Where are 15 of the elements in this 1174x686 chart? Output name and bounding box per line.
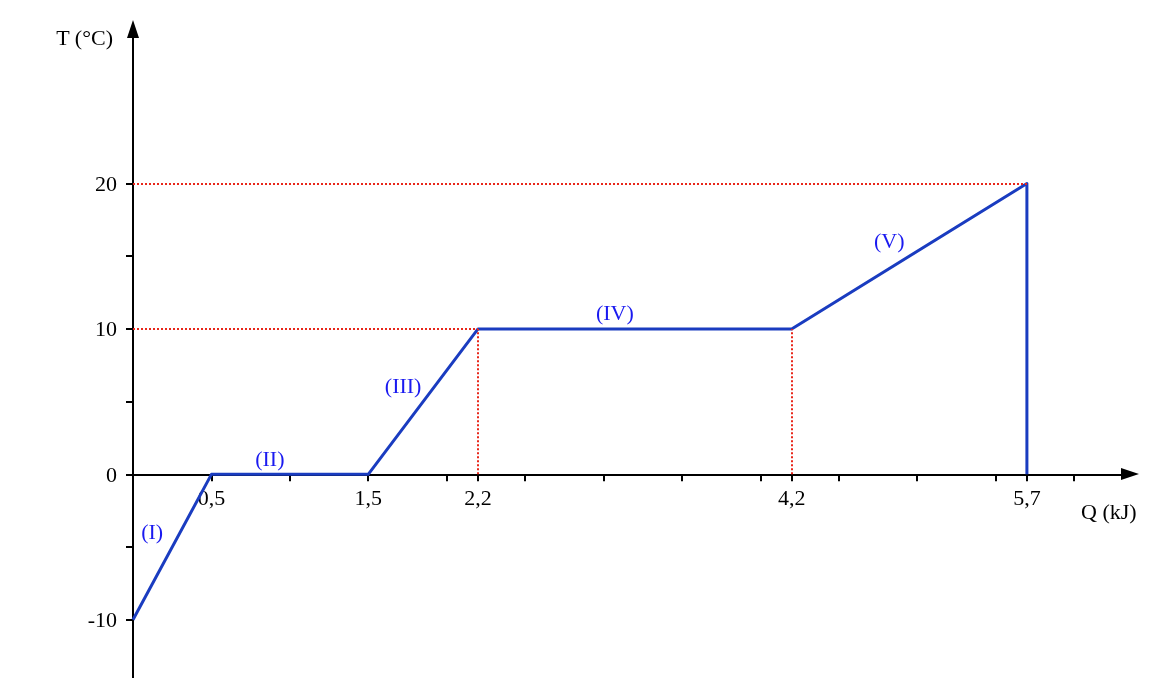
x-tick-label: 1,5 [354, 484, 382, 510]
annotation: (I) [141, 518, 164, 544]
y-tick-label: 10 [95, 316, 117, 342]
x-axis-title: Q (kJ) [1081, 498, 1137, 524]
annotation: (V) [874, 227, 905, 253]
x-tick-label: 2,2 [464, 484, 492, 510]
annotation: (II) [255, 445, 285, 471]
x-tick-label: 4,2 [777, 484, 806, 510]
annotation: (IV) [595, 300, 634, 326]
y-axis-title: T (°C) [56, 24, 113, 50]
x-tick-label: 5,7 [1013, 484, 1041, 510]
y-tick-label: -10 [87, 607, 117, 633]
y-tick-label: 0 [106, 461, 117, 487]
y-tick-label: 20 [95, 170, 117, 196]
annotation: (III) [384, 373, 422, 399]
